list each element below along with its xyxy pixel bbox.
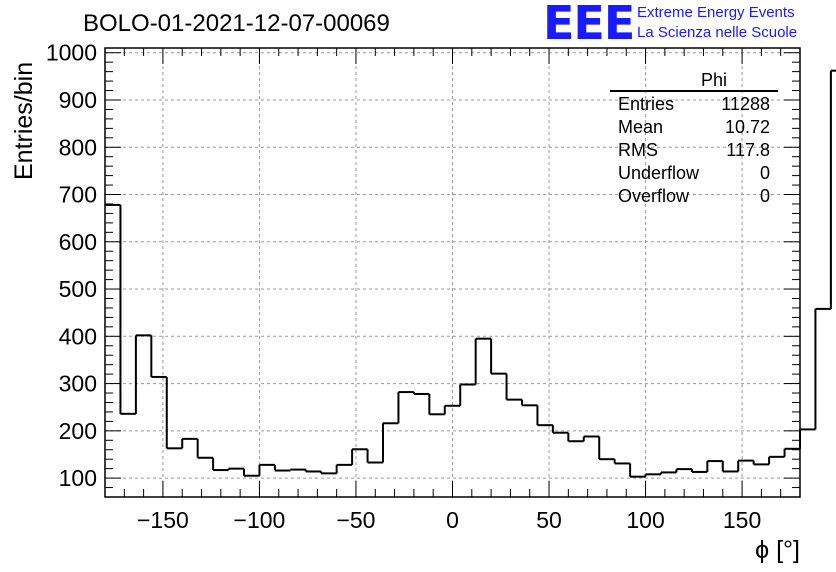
- stats-row-mean: Mean 10.72: [610, 116, 778, 139]
- stats-box: Phi Entries 11288 Mean 10.72 RMS 117.8 U…: [610, 70, 778, 208]
- stats-value: 117.8: [726, 140, 770, 160]
- y-tick-label: 1000: [46, 40, 97, 66]
- y-axis-label: Entries/bin: [10, 62, 38, 180]
- x-tick-label: 150: [723, 507, 761, 533]
- x-tick-label: −100: [234, 507, 286, 533]
- stats-row-rms: RMS 117.8: [610, 139, 778, 162]
- x-tick-label: −50: [336, 507, 375, 533]
- stats-label: Entries: [618, 94, 675, 114]
- y-tick-label: 700: [59, 182, 97, 208]
- stats-value: 0: [759, 186, 770, 206]
- eee-logo-line2: La Scienza nelle Scuole: [637, 24, 798, 41]
- stats-label: Overflow: [618, 186, 690, 206]
- chart-title: BOLO-01-2021-12-07-00069: [83, 10, 390, 37]
- x-tick-label: 50: [536, 507, 562, 533]
- eee-logo-line1: Extreme Energy Events: [637, 4, 795, 21]
- y-tick-label: 800: [59, 134, 97, 160]
- stats-row-entries: Entries 11288: [610, 93, 778, 116]
- y-tick-label: 500: [59, 276, 97, 302]
- plot-frame: [104, 47, 801, 498]
- y-tick-label: 600: [59, 229, 97, 255]
- stats-label: Underflow: [618, 163, 700, 183]
- stats-label: RMS: [618, 140, 658, 160]
- y-tick-label: 400: [59, 323, 97, 349]
- x-tick-label: 0: [446, 507, 459, 533]
- stats-row-overflow: Overflow 0: [610, 185, 778, 208]
- stats-row-underflow: Underflow 0: [610, 162, 778, 185]
- y-tick-label: 200: [59, 418, 97, 444]
- y-tick-label: 100: [59, 465, 97, 491]
- stats-value: 11288: [721, 94, 770, 114]
- y-tick-label: 900: [59, 87, 97, 113]
- x-tick-label: −150: [137, 507, 189, 533]
- eee-logo-mark: EEE: [543, 0, 635, 50]
- stats-divider: [610, 90, 778, 92]
- stats-label: Mean: [618, 117, 664, 137]
- y-tick-label: 300: [59, 371, 97, 397]
- x-axis-label: ϕ [°]: [755, 536, 800, 564]
- stats-histogram-name: Phi: [700, 70, 727, 90]
- stats-value: 10.72: [724, 117, 770, 137]
- x-tick-label: 100: [626, 507, 664, 533]
- stats-value: 0: [759, 163, 770, 183]
